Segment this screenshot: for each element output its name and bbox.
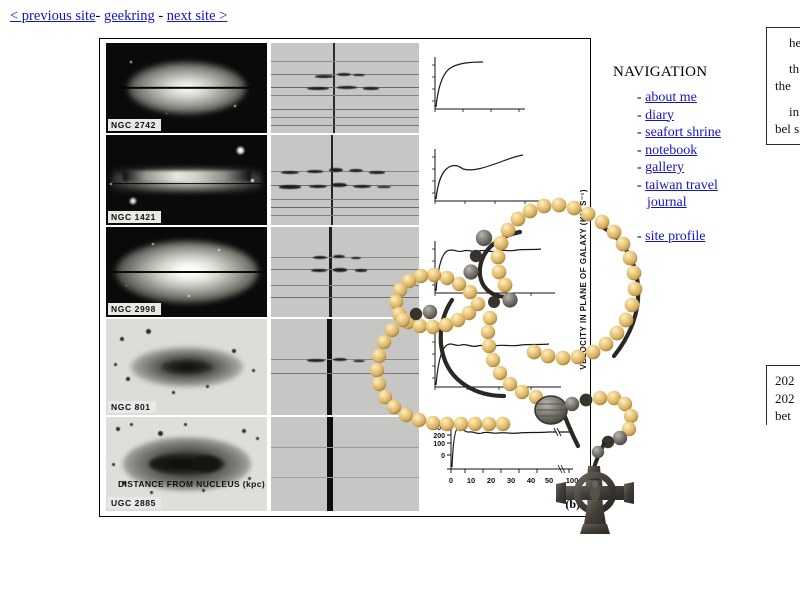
nav-item-seafort-shrine[interactable]: - seafort shrine [637, 124, 753, 142]
right-panel-paragraph-1: he an exp hop [775, 34, 800, 52]
right-panel-line: the [775, 78, 791, 94]
galaxy-label-1: NGC 1421 [108, 211, 161, 223]
svg-text:100: 100 [433, 441, 445, 448]
galaxy-photo-3: NGC 801 [106, 319, 267, 415]
nav-link-diary[interactable]: diary [645, 107, 674, 123]
rotation-curves-column: 300 200 100 0 0 10 20 30 40 50 100 [425, 43, 585, 511]
svg-text:20: 20 [487, 476, 495, 485]
nav-link-about-me[interactable]: about me [645, 90, 697, 105]
galaxy-label-3: NGC 801 [108, 401, 156, 413]
svg-text:10: 10 [467, 476, 475, 485]
nav-item-gallery[interactable]: - gallery [637, 159, 753, 177]
x-axis-label: DISTANCE FROM NUCLEUS (kpc) [118, 479, 266, 489]
nav-bullet: - [637, 107, 642, 123]
right-panel-line: in [789, 103, 800, 119]
galaxy-photo-1: NGC 1421 [106, 135, 267, 225]
nav-bullet: - [637, 228, 642, 244]
svg-text:40: 40 [527, 476, 535, 485]
galaxy-photo-0: NGC 2742 [106, 43, 267, 133]
spectra-column [271, 43, 419, 511]
spectrum-0 [271, 43, 419, 133]
y-axis-label: VELOCITY IN PLANE OF GALAXY (KM S⁻¹) [579, 189, 588, 370]
nav-bullet: - [637, 142, 642, 158]
spectrum-4 [271, 417, 419, 511]
nav-bullet: - [637, 177, 642, 193]
nav-link-taiwan-travel-journal[interactable]: taiwan travel journal [645, 177, 718, 211]
galaxy-label-0: NGC 2742 [108, 119, 161, 131]
nav-item-about-me[interactable]: - about me [637, 89, 753, 107]
right-dated-panel: 202 202 bet 202 [766, 365, 800, 425]
right-panel-line: th [789, 60, 800, 76]
nav-bullet: - [637, 125, 642, 140]
nav-item-site-profile[interactable]: - site profile [637, 228, 753, 246]
ring-nav-separator-1: - [95, 8, 101, 24]
dated-line-3: bet [775, 408, 791, 424]
right-panel-paragraph-2: th ple suc tha the [775, 60, 800, 95]
rotation-curve-1 [432, 149, 545, 204]
galaxy-photo-4: UGC 2885 [106, 417, 267, 511]
nav-bullet: - [637, 160, 642, 175]
svg-text:50: 50 [545, 476, 553, 485]
geekring-link[interactable]: geekring [103, 8, 155, 24]
previous-site-link[interactable]: < previous site [10, 8, 96, 24]
dated-line-1: 202 [775, 373, 795, 388]
svg-text:200: 200 [433, 433, 445, 440]
svg-text:30: 30 [507, 476, 515, 485]
spectrum-3 [271, 319, 419, 415]
nav-link-notebook[interactable]: notebook [645, 142, 698, 158]
galaxy-photo-2: NGC 2998 [106, 227, 267, 317]
nav-item-notebook[interactable]: - notebook [637, 142, 753, 160]
next-site-link[interactable]: next site > [166, 8, 228, 24]
ring-nav-separator-2: - [158, 8, 164, 24]
nav-link-site-profile[interactable]: site profile [645, 228, 706, 244]
galaxy-image-column: NGC 2742 NGC 1421 [106, 43, 267, 511]
rotation-curve-2 [432, 241, 555, 296]
spectrum-1 [271, 135, 419, 225]
svg-text:300: 300 [433, 425, 445, 432]
navigation-list: - about me - diary - seafort shrine - no… [613, 89, 753, 245]
nav-bullet: - [637, 90, 642, 105]
rotation-curve-3 [432, 333, 561, 390]
nav-link-seafort-shrine[interactable]: seafort shrine [645, 125, 721, 140]
right-panel-line: he [789, 35, 800, 50]
site-navigation: NAVIGATION - about me - diary - seafort … [613, 64, 753, 245]
webring-nav: < previous site- geekring - next site > [10, 8, 227, 25]
svg-text:100: 100 [566, 476, 579, 485]
galaxy-rotation-figure: NGC 2742 NGC 1421 [99, 38, 591, 517]
panel-letter: (b) [565, 497, 580, 511]
nav-item-diary[interactable]: - diary [637, 107, 753, 125]
right-panel-line: bel [775, 121, 791, 137]
navigation-heading: NAVIGATION [613, 64, 708, 80]
dated-line-2: 202 [775, 390, 795, 406]
galaxy-label-4: UGC 2885 [108, 497, 161, 509]
galaxy-label-2: NGC 2998 [108, 303, 161, 315]
right-panel-line: side [794, 121, 800, 137]
rotation-curve-0 [432, 57, 525, 112]
svg-text:0: 0 [441, 453, 445, 460]
nav-spacer [637, 212, 753, 228]
right-text-panel: he an exp hop th ple suc tha the in tim … [766, 27, 800, 145]
svg-text:0: 0 [449, 476, 453, 485]
spectrum-2 [271, 227, 419, 317]
nav-link-gallery[interactable]: gallery [645, 160, 685, 175]
right-panel-paragraph-3: in tim astr phy bel side [775, 103, 800, 138]
rotation-curve-4: 300 200 100 0 0 10 20 30 40 50 100 [433, 421, 579, 485]
nav-item-taiwan-travel-journal[interactable]: - taiwan travel journal [637, 177, 753, 212]
